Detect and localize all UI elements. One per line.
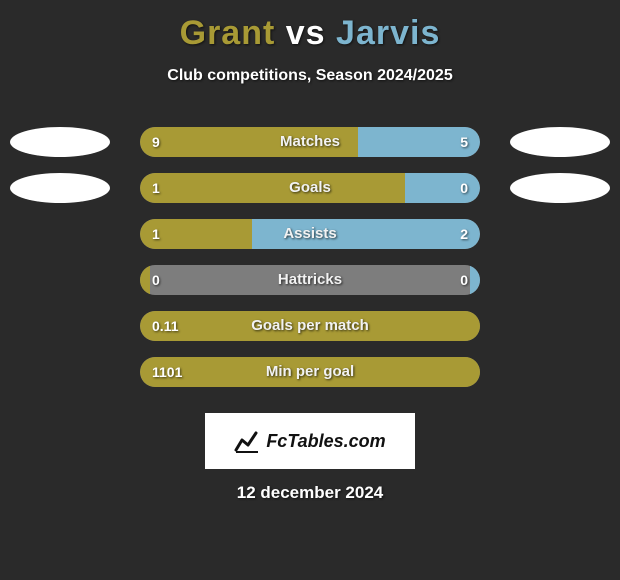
stat-bar: 10Goals: [140, 173, 480, 203]
stat-label: Hattricks: [140, 265, 480, 295]
stat-row: 10Goals: [0, 173, 620, 219]
subtitle: Club competitions, Season 2024/2025: [0, 67, 620, 85]
stat-row: 1101Min per goal: [0, 357, 620, 403]
logo-icon: [234, 428, 260, 454]
stat-label: Min per goal: [140, 357, 480, 387]
stat-bar: 12Assists: [140, 219, 480, 249]
stat-bar: 00Hattricks: [140, 265, 480, 295]
stat-label: Assists: [140, 219, 480, 249]
stats-rows: 95Matches 10Goals 12Assists 00Hattricks 0.11…: [0, 127, 620, 403]
stat-label: Goals per match: [140, 311, 480, 341]
player2-avatar: [510, 173, 610, 203]
player1-avatar: [10, 127, 110, 157]
player1-avatar: [10, 173, 110, 203]
stat-label: Matches: [140, 127, 480, 157]
stat-row: 95Matches: [0, 127, 620, 173]
player2-name: Jarvis: [336, 14, 440, 52]
comparison-title: Grant vs Jarvis: [0, 0, 620, 53]
vs-label: vs: [286, 14, 326, 52]
stat-row: 12Assists: [0, 219, 620, 265]
stat-bar: 95Matches: [140, 127, 480, 157]
player1-name: Grant: [180, 14, 276, 52]
stat-bar: 0.11Goals per match: [140, 311, 480, 341]
stat-row: 0.11Goals per match: [0, 311, 620, 357]
stat-bar: 1101Min per goal: [140, 357, 480, 387]
stat-row: 00Hattricks: [0, 265, 620, 311]
date: 12 december 2024: [0, 483, 620, 503]
logo-text: FcTables.com: [266, 431, 385, 452]
stat-label: Goals: [140, 173, 480, 203]
player2-avatar: [510, 127, 610, 157]
site-logo: FcTables.com: [205, 413, 415, 469]
